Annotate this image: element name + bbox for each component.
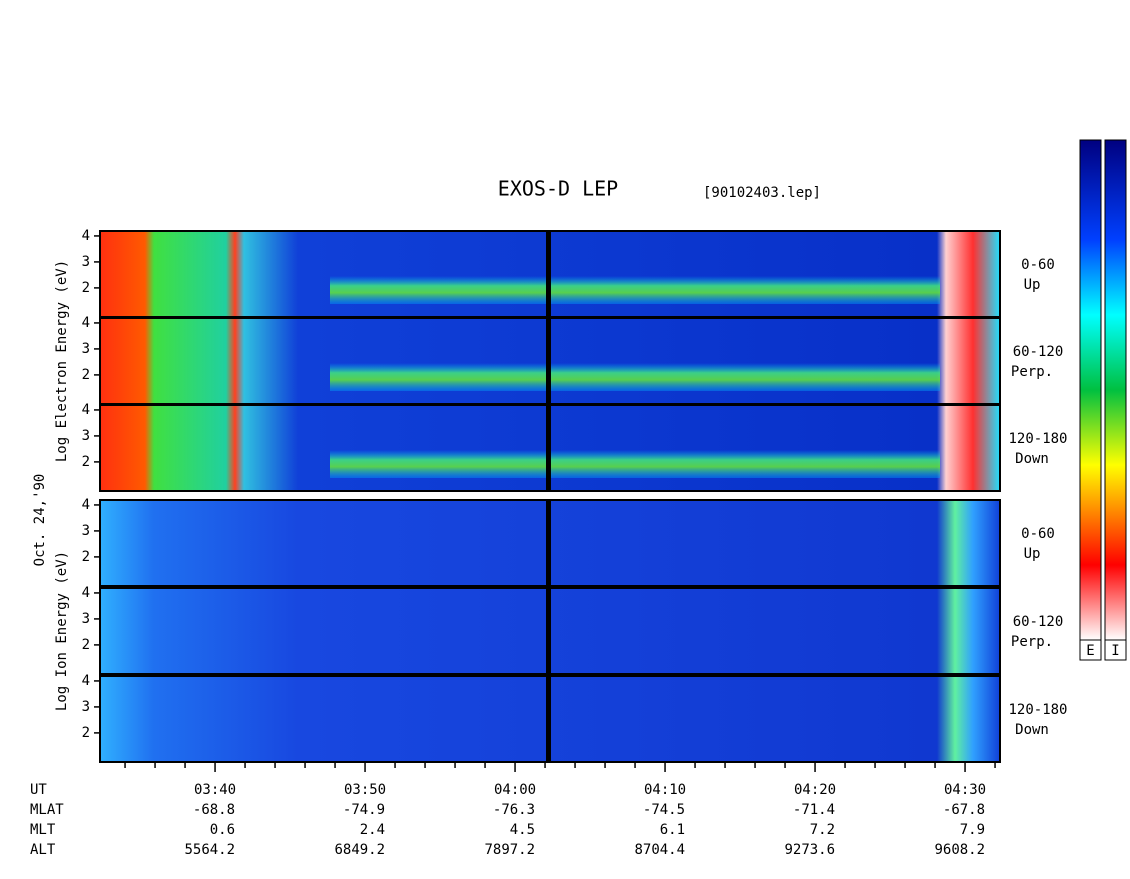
y-tick-label: 3 xyxy=(82,428,90,444)
row-value: 7897.2 xyxy=(484,842,535,858)
row-value: -74.5 xyxy=(643,802,685,818)
y-tick-label: 4 xyxy=(82,315,90,331)
x-tick-label: 04:00 xyxy=(494,782,536,798)
row-value: 4.5 xyxy=(510,822,535,838)
y-tick-label: 2 xyxy=(82,454,90,470)
y-tick-label: 4 xyxy=(82,673,90,689)
spectrogram-band xyxy=(330,450,940,478)
row-value: 8704.4 xyxy=(634,842,685,858)
color-bar-box xyxy=(1079,639,1102,661)
panel-angle: 0-60 xyxy=(1021,526,1055,542)
panel-angle: 120-180 xyxy=(1008,702,1067,718)
y-tick-label: 3 xyxy=(82,254,90,270)
color-bar xyxy=(1079,139,1102,641)
y-tick-label: 4 xyxy=(82,228,90,244)
y-tick-label: 4 xyxy=(82,402,90,418)
row-value: 5564.2 xyxy=(184,842,235,858)
row-value: -76.3 xyxy=(493,802,535,818)
row-value: 6849.2 xyxy=(334,842,385,858)
y-tick-label: 3 xyxy=(82,523,90,539)
row-value: -67.8 xyxy=(943,802,985,818)
color-bar-label: I xyxy=(1111,643,1119,659)
panel-direction: Up xyxy=(1024,277,1041,293)
date-label: Oct. 24,'90 xyxy=(32,474,48,567)
x-tick-label: 03:50 xyxy=(344,782,386,798)
row-value: 9608.2 xyxy=(934,842,985,858)
y-axis-label: Log Ion Energy (eV) xyxy=(54,551,70,711)
row-value: 9273.6 xyxy=(784,842,835,858)
y-tick-label: 3 xyxy=(82,341,90,357)
color-bar xyxy=(1104,139,1127,641)
spectrogram-band xyxy=(330,363,940,391)
y-tick-label: 4 xyxy=(82,585,90,601)
y-tick-label: 4 xyxy=(82,497,90,513)
y-tick-label: 2 xyxy=(82,549,90,565)
color-bar-box xyxy=(1104,639,1127,661)
spectrogram-gap xyxy=(546,500,551,586)
panel-frame xyxy=(99,404,1001,492)
row-value: 7.2 xyxy=(810,822,835,838)
panel-direction: Up xyxy=(1024,546,1041,562)
row-value: 2.4 xyxy=(360,822,385,838)
y-tick-label: 2 xyxy=(82,637,90,653)
panel-direction: Down xyxy=(1015,722,1049,738)
row-value: 6.1 xyxy=(660,822,685,838)
y-axis-label: Log Electron Energy (eV) xyxy=(54,260,70,462)
spectrogram-gap xyxy=(546,676,551,762)
color-bar-label: E xyxy=(1086,643,1094,659)
panel-frame xyxy=(99,675,1001,763)
row-name: ALT xyxy=(30,842,56,858)
panel-direction: Perp. xyxy=(1011,634,1053,650)
row-value: 0.6 xyxy=(210,822,235,838)
row-value: -71.4 xyxy=(793,802,835,818)
chart-subtitle: [90102403.lep] xyxy=(703,185,821,201)
panel-angle: 0-60 xyxy=(1021,257,1055,273)
panel-direction: Perp. xyxy=(1011,364,1053,380)
panel-direction: Down xyxy=(1015,451,1049,467)
row-value: -68.8 xyxy=(193,802,235,818)
panel-frame xyxy=(99,587,1001,675)
y-tick-label: 3 xyxy=(82,699,90,715)
x-tick-label: 04:20 xyxy=(794,782,836,798)
x-tick-label: 04:30 xyxy=(944,782,986,798)
row-value: -74.9 xyxy=(343,802,385,818)
chart-title: EXOS-D LEP xyxy=(498,177,618,201)
y-tick-label: 2 xyxy=(82,280,90,296)
panel-angle: 60-120 xyxy=(1013,344,1064,360)
spectrogram-gap xyxy=(546,318,551,404)
x-tick-label: 04:10 xyxy=(644,782,686,798)
row-name: MLAT xyxy=(30,802,64,818)
panel-angle: 120-180 xyxy=(1008,431,1067,447)
spectrogram-gap xyxy=(546,231,551,317)
y-tick-label: 2 xyxy=(82,367,90,383)
x-axis-label: UT xyxy=(30,782,47,798)
y-tick-label: 3 xyxy=(82,611,90,627)
row-name: MLT xyxy=(30,822,56,838)
panel-angle: 60-120 xyxy=(1013,614,1064,630)
spectrogram-gap xyxy=(546,405,551,491)
panel-frame xyxy=(99,499,1001,587)
x-tick-label: 03:40 xyxy=(194,782,236,798)
row-value: 7.9 xyxy=(960,822,985,838)
spectrogram-band xyxy=(330,276,940,304)
y-tick-label: 2 xyxy=(82,725,90,741)
spectrogram-gap xyxy=(546,588,551,674)
